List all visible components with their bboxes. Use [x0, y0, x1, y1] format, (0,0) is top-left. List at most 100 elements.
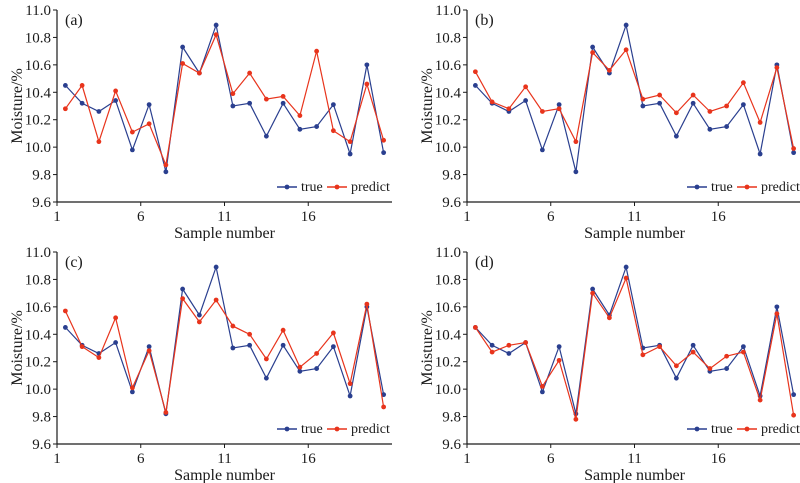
predict-series-point — [606, 315, 612, 321]
predict-series-point — [213, 297, 219, 303]
true-series-point — [539, 147, 545, 153]
true-series-point — [230, 345, 236, 351]
legend-label: predict — [351, 422, 390, 437]
y-axis-title: Moisture/% — [419, 310, 436, 386]
true-series-point — [330, 344, 336, 350]
true-series — [62, 264, 387, 417]
x-tick-label: 6 — [547, 451, 555, 467]
x-axis-title: Sample number — [584, 225, 686, 241]
true-series-point — [757, 151, 763, 157]
legend-label: predict — [761, 180, 800, 195]
true-series-point — [740, 344, 746, 350]
predict-series-point — [330, 330, 336, 336]
predict-series-point — [146, 348, 152, 354]
predict-series-point — [556, 357, 562, 363]
true-series-point — [673, 133, 679, 139]
true-series-point — [230, 103, 236, 109]
true-series-point — [297, 368, 303, 374]
predict-series — [472, 275, 797, 422]
true-series-point — [314, 366, 320, 371]
legend-item-true: true — [687, 422, 733, 437]
true-series-point — [690, 342, 696, 348]
predict-series-point — [506, 342, 512, 348]
predict-series-point — [314, 351, 320, 356]
legend-swatch-marker — [694, 184, 700, 190]
y-tick-label: 10.6 — [25, 300, 52, 316]
x-axis-title: Sample number — [584, 467, 686, 483]
x-tick-label: 6 — [137, 451, 145, 467]
true-series-point — [263, 375, 269, 381]
predict-series-point — [573, 139, 579, 145]
predict-series-point — [180, 296, 186, 302]
y-tick-label: 10.6 — [435, 58, 462, 74]
true-series-point — [623, 264, 629, 270]
x-tick-label: 11 — [217, 209, 231, 225]
chart-c: 9.69.810.010.210.410.610.811.01 6 11 16Samp… — [9, 245, 392, 483]
y-tick-label: 10.8 — [25, 30, 51, 46]
legend-swatch-marker — [744, 426, 750, 432]
y-tick-label: 9.6 — [442, 195, 461, 211]
true-series-point — [573, 169, 579, 175]
predict-series-point — [489, 349, 495, 355]
true-series-point — [740, 102, 746, 108]
predict-series-point — [472, 69, 478, 75]
true-series-point — [96, 109, 102, 114]
true-series-point — [113, 340, 119, 345]
predict-series-point — [96, 355, 102, 360]
true-series-point — [180, 286, 186, 292]
y-tick-label: 9.8 — [442, 168, 461, 184]
predict-series-point — [757, 120, 763, 125]
predict-series-point — [113, 315, 119, 321]
true-series-point — [707, 126, 713, 132]
predict-series-point — [523, 340, 529, 345]
true-series — [472, 264, 797, 417]
true-series-point — [129, 389, 135, 395]
panel-label: (b) — [475, 12, 494, 29]
predict-series-point — [657, 344, 663, 350]
predict-series-point — [113, 88, 119, 94]
true-series-point — [523, 98, 529, 103]
panel-label: (a) — [65, 12, 83, 29]
panel-c: 9.6 9.8 10.0 10.2 10.4 10.6 10.8 11.0 1 6 11 16 Samp… — [0, 242, 400, 483]
true-series-point — [774, 304, 780, 310]
x-tick-label: 16 — [301, 451, 317, 467]
true-series-point — [673, 375, 679, 381]
true-series-point — [791, 392, 797, 398]
y-tick-label: 10.4 — [435, 327, 462, 343]
true-series-line — [474, 22, 795, 172]
true-series-point — [213, 264, 219, 270]
true-series-point — [247, 100, 253, 106]
chart-a: 9.69.810.010.210.410.610.811.01 6 11 16Samp… — [9, 3, 392, 241]
predict-series-point — [247, 70, 253, 76]
predict-series-point — [724, 353, 730, 359]
predict-series-point — [280, 94, 286, 99]
y-tick-label: 10.0 — [25, 382, 51, 398]
legend-swatch-marker — [744, 184, 750, 190]
predict-series-line — [474, 276, 795, 420]
y-tick-label: 10.6 — [435, 300, 462, 316]
predict-series-point — [590, 290, 596, 296]
predict-series-point — [757, 397, 763, 403]
predict-series-point — [673, 363, 679, 369]
true-series-point — [347, 151, 353, 157]
true-series-point — [724, 124, 730, 129]
true-series-point — [381, 392, 387, 398]
true-series-point — [62, 83, 68, 88]
y-tick-label: 10.4 — [435, 85, 462, 101]
predict-series-point — [297, 364, 303, 370]
predict-series-point — [263, 96, 269, 102]
predict-series-point — [740, 349, 746, 355]
predict-series-point — [791, 412, 797, 418]
true-series-point — [196, 312, 202, 318]
predict-series-point — [381, 404, 387, 410]
predict-series-point — [79, 83, 85, 88]
true-series-point — [146, 344, 152, 350]
y-tick-label: 10.6 — [25, 58, 52, 74]
true-series-point — [280, 100, 286, 106]
true-series-point — [297, 126, 303, 132]
legend-label: true — [711, 180, 733, 195]
legend-swatch-marker — [694, 426, 700, 432]
x-axis-title: Sample number — [174, 225, 276, 241]
y-tick-label: 10.8 — [435, 272, 461, 288]
chart-b: 9.69.810.010.210.410.610.811.01 6 11 16Samp… — [419, 3, 800, 241]
